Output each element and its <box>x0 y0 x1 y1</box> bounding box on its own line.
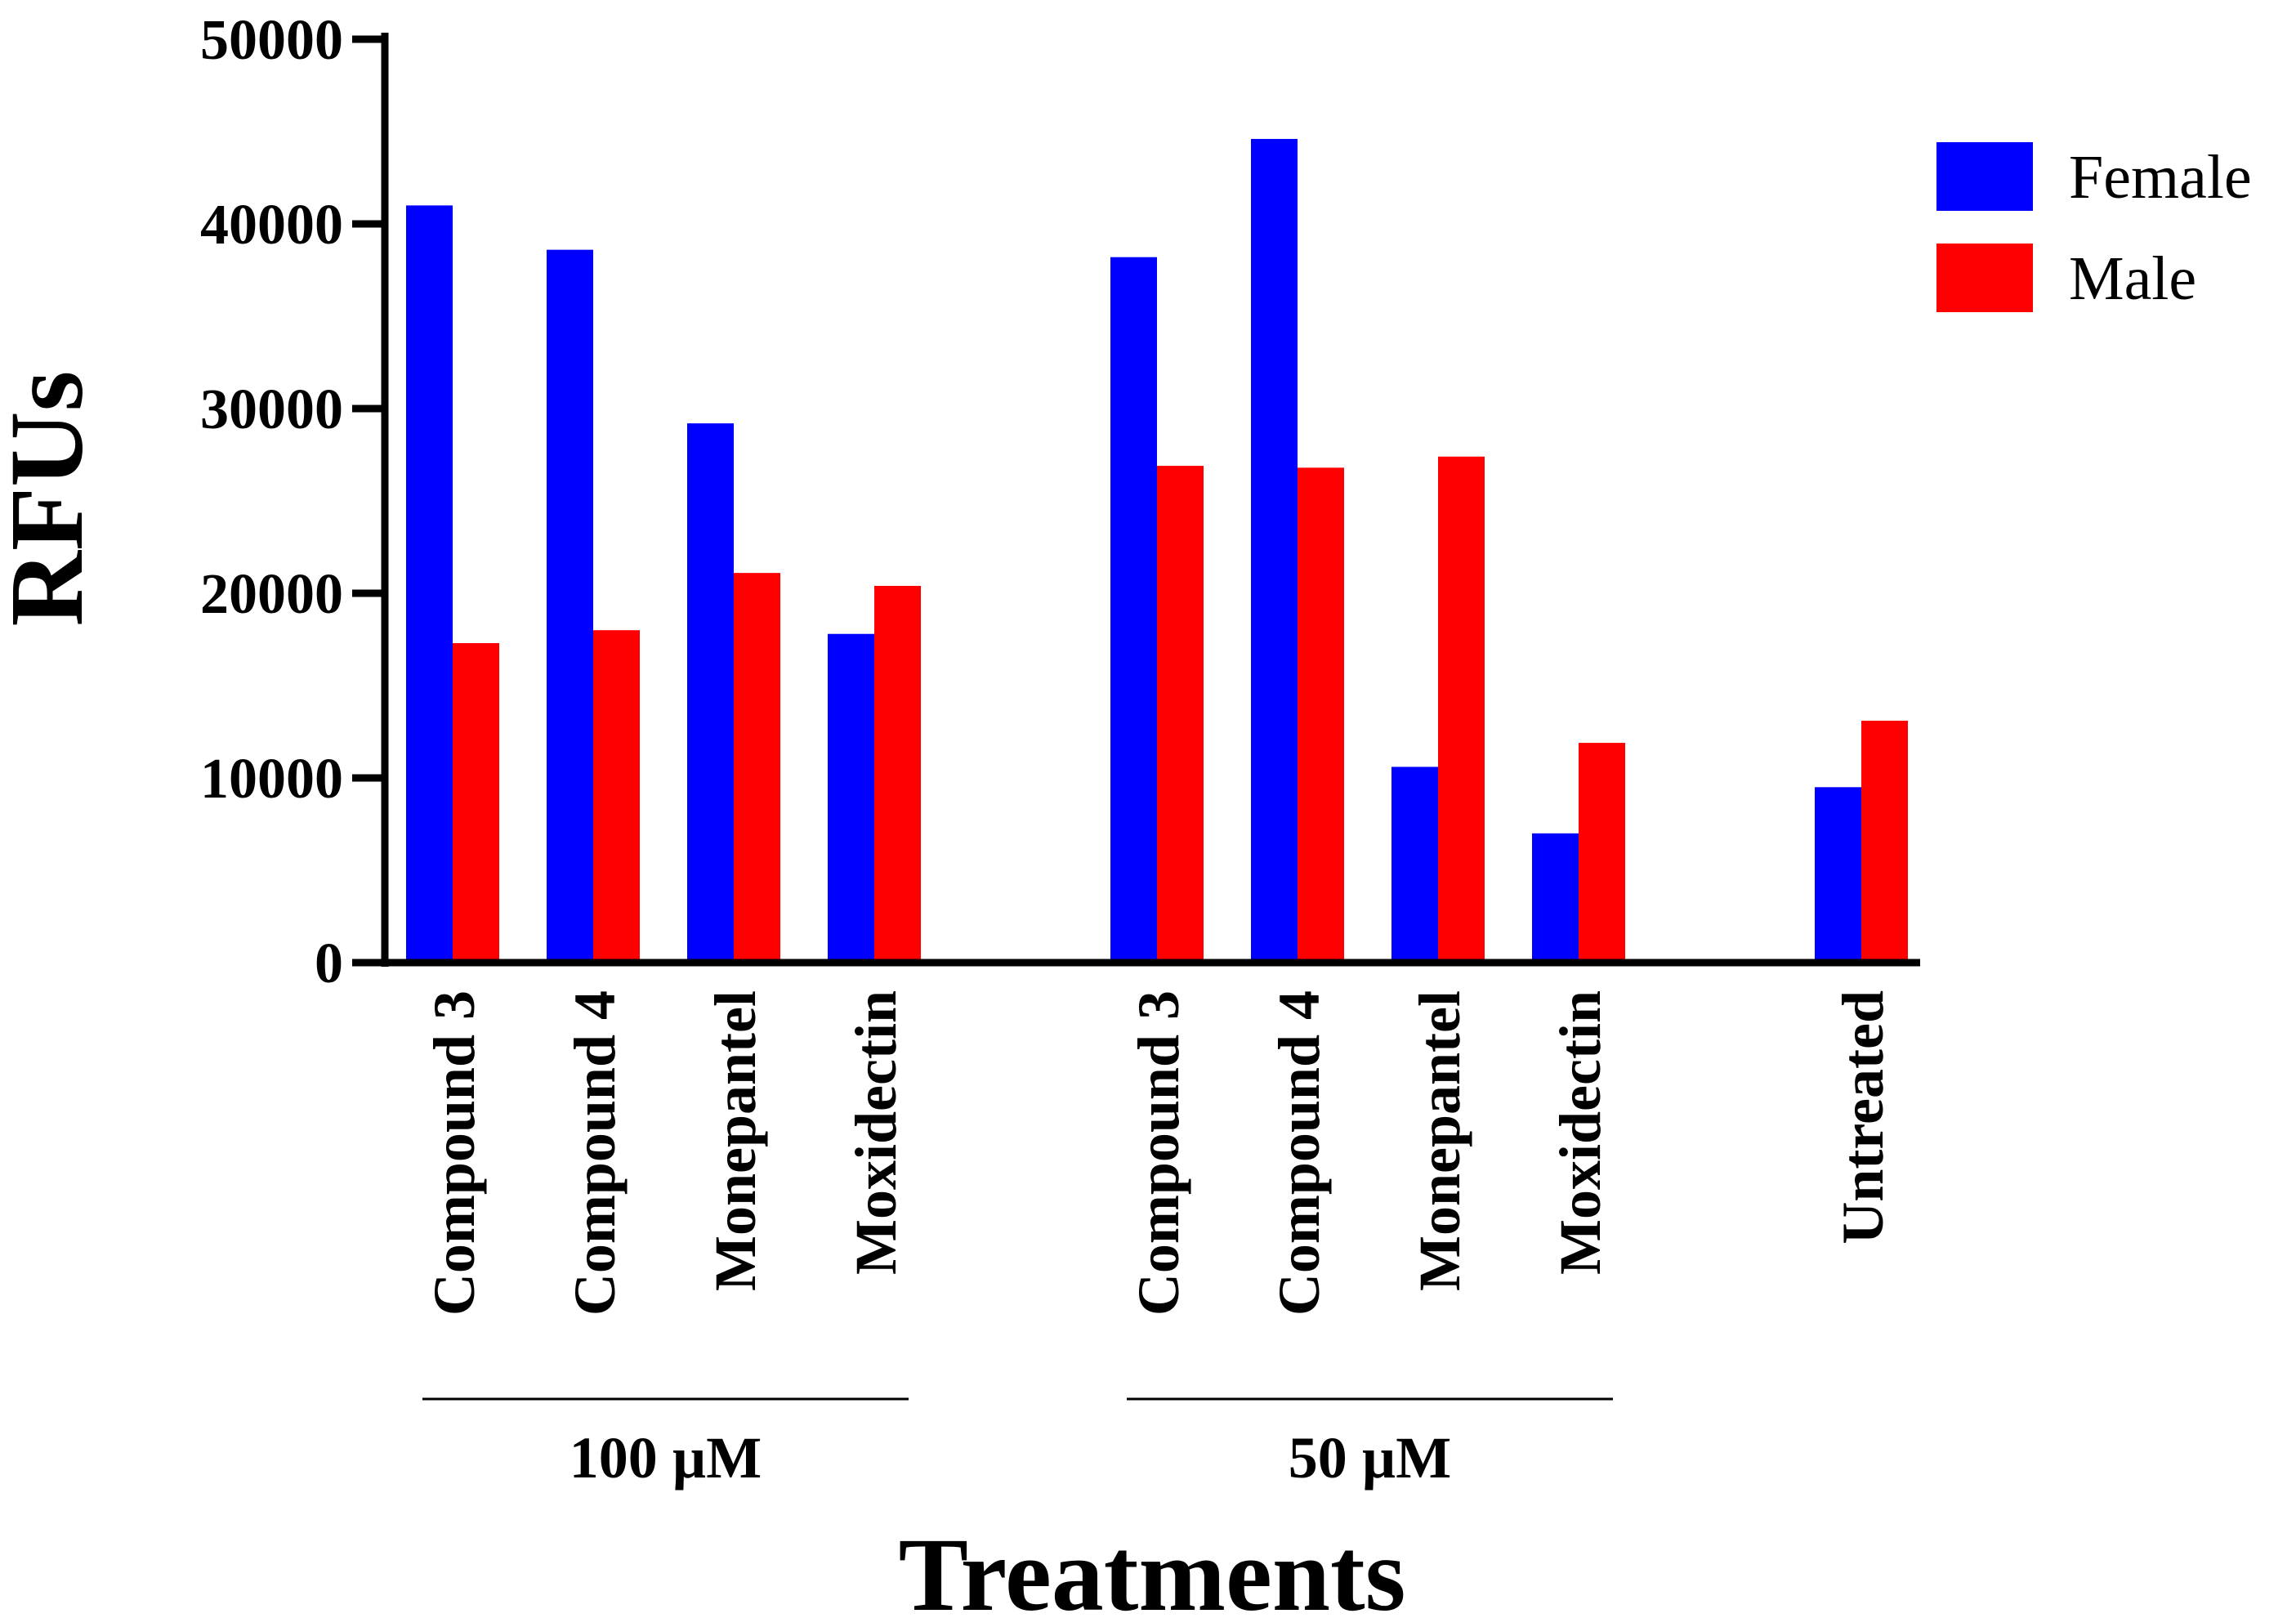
bar-female-6 <box>1391 767 1438 963</box>
bar-female-0 <box>406 205 453 963</box>
y-axis-title: RFUs <box>0 371 105 627</box>
bar-male-0 <box>453 643 499 963</box>
x-category-label-2: Monepantel <box>703 990 768 1291</box>
x-category-label-7: Moxidectin <box>1548 990 1613 1275</box>
x-category-label-4: Compound 3 <box>1126 990 1191 1316</box>
legend-swatch-female <box>1936 142 2033 211</box>
x-category-label-3: Moxidectin <box>843 990 909 1275</box>
bar-male-5 <box>1298 467 1344 963</box>
group-label-1: 50 µM <box>1289 1425 1451 1491</box>
bar-male-2 <box>734 573 780 963</box>
group-brackets-layer: 100 µM 50 µM <box>422 1397 1613 1491</box>
x-category-label-5: Compound 4 <box>1266 990 1332 1316</box>
y-tick-label-3: 30000 <box>200 378 343 441</box>
legend-swatch-male <box>1936 244 2033 312</box>
bar-female-3 <box>828 633 874 963</box>
x-category-label-1: Compound 4 <box>562 990 628 1316</box>
bar-male-4 <box>1157 466 1204 963</box>
bar-male-6 <box>1438 456 1485 963</box>
y-tick-label-1: 10000 <box>200 748 343 811</box>
legend-label-female: Female <box>2069 143 2252 212</box>
bar-female-1 <box>547 249 593 963</box>
bar-male-7 <box>1579 743 1625 963</box>
bar-female-8 <box>1815 787 1861 963</box>
x-category-label-6: Monepantel <box>1407 990 1472 1291</box>
y-tick-label-4: 40000 <box>200 194 343 257</box>
x-categories-layer: Compound 3 Compound 4 Monepantel Moxidectin… <box>422 990 1896 1316</box>
y-tick-label-0: 0 <box>315 932 343 995</box>
bar-male-8 <box>1861 720 1908 963</box>
x-category-label-0: Compound 3 <box>422 990 487 1316</box>
y-tick-label-5: 50000 <box>200 9 343 72</box>
bars-layer <box>406 139 1908 963</box>
x-category-label-8: Untreated <box>1830 990 1896 1245</box>
bar-female-2 <box>687 423 734 963</box>
legend-label-male: Male <box>2069 244 2196 313</box>
bar-female-5 <box>1251 139 1298 963</box>
axes-layer <box>381 33 1920 967</box>
x-axis-title: Treatments <box>899 1517 1406 1618</box>
bar-female-7 <box>1532 833 1579 963</box>
legend: Female Male <box>1936 142 2252 313</box>
bar-male-3 <box>874 585 921 963</box>
y-tick-label-2: 20000 <box>200 563 343 626</box>
group-label-0: 100 µM <box>570 1425 762 1491</box>
bar-male-1 <box>593 630 640 963</box>
y-ticks-layer: 0 10000 20000 30000 40000 50000 <box>200 9 385 995</box>
bar-female-4 <box>1110 257 1157 963</box>
